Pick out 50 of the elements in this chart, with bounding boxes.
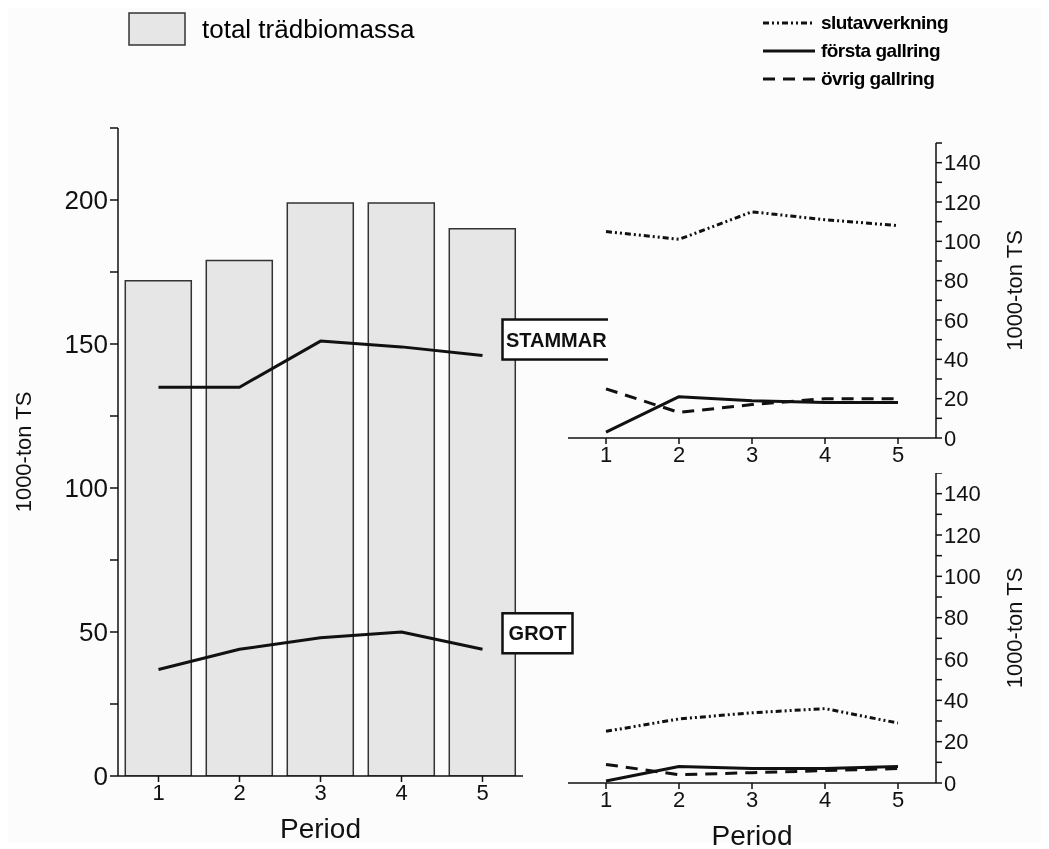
line-series xyxy=(157,339,484,389)
x-tick-label: 2 xyxy=(672,786,686,812)
y-axis-title: 1000-ton TS xyxy=(10,391,36,513)
x-tick-label: 5 xyxy=(476,779,489,805)
x-tick-label: 3 xyxy=(314,779,327,805)
y2-tick-label: 0 xyxy=(944,770,957,796)
legend-label: slutavverkning xyxy=(820,12,948,34)
y-tick-label: 100 xyxy=(64,473,108,504)
x-axis-title: Period xyxy=(711,820,793,849)
y-tick-label: 50 xyxy=(79,617,108,648)
x-tick-label: 1 xyxy=(599,441,613,467)
y2-tick-label: 100 xyxy=(944,564,981,590)
annotation: STAMMAR xyxy=(505,328,608,351)
annotation: GROT xyxy=(508,622,567,645)
x-tick-label: 3 xyxy=(745,441,759,467)
legend-label: övrig gallring xyxy=(820,68,935,90)
y2-axis-title: 1000-ton TS xyxy=(1001,567,1027,689)
x-tick-label: 2 xyxy=(672,441,686,467)
y2-tick-label: 60 xyxy=(944,646,969,672)
y-tick-label: 200 xyxy=(64,185,108,216)
y2-tick-label: 120 xyxy=(944,522,981,548)
x-tick-label: 1 xyxy=(599,786,613,812)
y2-tick-label: 140 xyxy=(944,481,981,507)
x-axis-title: Period xyxy=(280,813,361,844)
line-series xyxy=(604,707,900,733)
y2-tick-label: 120 xyxy=(944,189,981,215)
y-tick-label: 150 xyxy=(64,329,108,360)
x-tick-label: 5 xyxy=(891,441,905,467)
y2-tick-label: 40 xyxy=(944,688,969,714)
y2-tick-label: 20 xyxy=(944,729,969,755)
y2-tick-label: 60 xyxy=(944,307,969,333)
y2-tick-label: 80 xyxy=(944,605,969,631)
y2-tick-label: 40 xyxy=(944,347,969,373)
y-tick-label: 0 xyxy=(93,761,108,792)
y2-axis-title: 1000-ton TS xyxy=(1001,230,1027,351)
x-tick-label: 2 xyxy=(233,779,246,805)
x-tick-label: 3 xyxy=(745,786,759,812)
y2-tick-label: 80 xyxy=(944,268,969,294)
y2-tick-label: 0 xyxy=(944,425,957,451)
x-tick-label: 4 xyxy=(818,441,832,467)
x-tick-label: 4 xyxy=(395,779,408,805)
y2-tick-label: 100 xyxy=(944,229,981,255)
y2-tick-label: 20 xyxy=(944,386,969,412)
line-series xyxy=(157,630,484,671)
legend-label: första gallring xyxy=(820,40,941,62)
x-tick-label: 1 xyxy=(152,779,165,805)
y2-tick-label: 140 xyxy=(944,150,981,176)
x-tick-label: 5 xyxy=(891,786,905,812)
legend-label: total trädbiomassa xyxy=(202,13,415,45)
x-tick-label: 4 xyxy=(818,786,832,812)
